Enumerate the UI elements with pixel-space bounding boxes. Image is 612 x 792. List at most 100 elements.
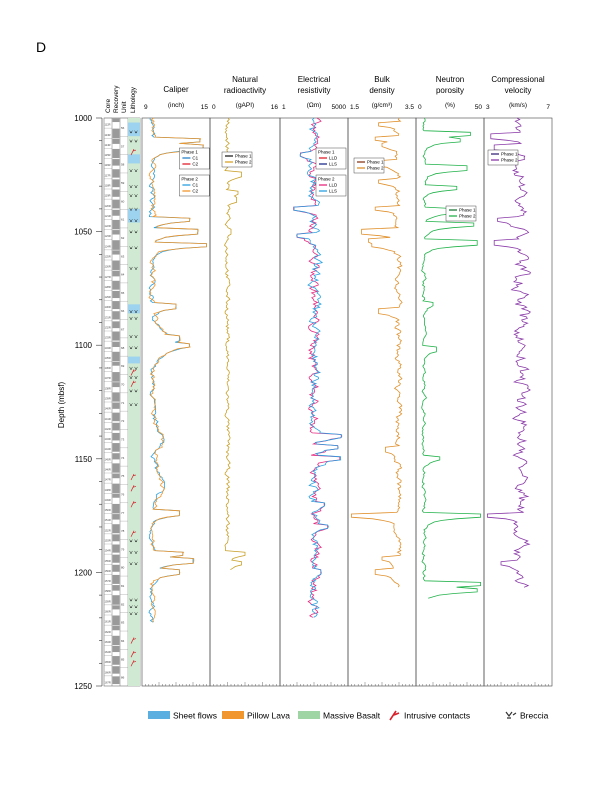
legend-item-label: LLD [329, 183, 338, 188]
track-title-line2: density [369, 86, 394, 95]
recovery-bar [112, 209, 120, 216]
core-label: 145R [105, 457, 111, 461]
core-label: 138R [105, 386, 111, 390]
breccia-symbol [134, 219, 138, 222]
track-title-line1: Neutron [436, 75, 464, 84]
core-label: 130R [105, 305, 111, 309]
core-label: 115R [105, 153, 111, 157]
legend-label: Breccia [520, 711, 549, 721]
legend-group-title: Phase 2 [181, 177, 198, 182]
lithology-column [128, 118, 140, 686]
unit-label: 74 [121, 456, 125, 460]
core-label: 123R [105, 234, 111, 238]
intrusive-contact-symbol [130, 637, 137, 644]
track-unit: (%) [445, 102, 455, 109]
unit-label: 69 [121, 364, 125, 368]
recovery-bar [112, 270, 120, 277]
unit-label: 72 [121, 419, 125, 423]
unit-label: 77 [121, 511, 125, 515]
recovery-bar [112, 493, 120, 498]
recovery-bar [112, 179, 120, 188]
core-label: 152R [105, 528, 111, 532]
recovery-bar [112, 138, 120, 144]
lithology-legend: Sheet flows Pillow Lava Massive Basalt Intr… [148, 711, 549, 721]
core-label: 126R [105, 265, 111, 269]
legend-item-label: Phase 1 [367, 160, 384, 165]
unit-label: 73 [121, 437, 125, 441]
recovery-bar [112, 361, 120, 366]
core-label: 151R [105, 518, 111, 522]
breccia-symbol [129, 403, 133, 406]
breccia-symbol [129, 130, 133, 134]
intrusive-contact-symbol [130, 369, 137, 376]
unit-label: 78 [121, 529, 125, 533]
core-label: 112R [105, 123, 111, 127]
legend-label: Sheet flows [173, 711, 217, 721]
legend-item-label: Phase 1 [501, 152, 518, 157]
unit-label: 85 [121, 657, 125, 661]
track-unit: (km/s) [509, 102, 527, 109]
breccia-symbol [129, 194, 133, 197]
intrusive-contact-icon [389, 710, 400, 721]
track-xtick-label: 16 [271, 104, 279, 111]
breccia-symbol [129, 266, 133, 270]
recovery-bar [112, 635, 120, 646]
breccia-symbol [134, 389, 138, 393]
core-label: 117R [105, 173, 111, 177]
core-label: 161R [105, 620, 111, 624]
unit-label: 67 [121, 328, 125, 332]
core-label: 131R [105, 315, 111, 319]
legend-label: Pillow Lava [247, 711, 290, 721]
breccia-symbol [134, 316, 138, 320]
depth-tick-label: 1250 [74, 682, 92, 691]
breccia-symbol [129, 169, 133, 172]
intrusive-contact-symbol [130, 485, 137, 492]
recovery-bar [112, 402, 120, 409]
core-label: 141R [105, 417, 111, 421]
core-label: 146R [105, 467, 111, 471]
unit-label: 59 [121, 181, 125, 185]
core-label: 165R [105, 660, 111, 664]
recovery-bar [112, 260, 120, 270]
unit-label: 79 [121, 547, 125, 551]
log-curve [148, 118, 207, 623]
core-label: 133R [105, 336, 111, 340]
core-label: 153R [105, 538, 111, 542]
core-label: 136R [105, 366, 111, 370]
intrusive-contact-symbol [130, 380, 137, 387]
track-xtick-label: 3.5 [405, 104, 414, 111]
depth-axis: 1000 1050 1100 1150 1200 1250 [74, 114, 103, 691]
recovery-bar [112, 189, 120, 197]
log-curve [487, 117, 531, 588]
core-label: 160R [105, 609, 111, 613]
intrusive-contact-symbol [130, 473, 137, 481]
breccia-symbol [134, 194, 138, 197]
recovery-bar [112, 331, 120, 341]
track-title-line1: Compressional [491, 75, 545, 84]
core-label: 148R [105, 488, 111, 492]
recovery-bar [112, 169, 120, 178]
core-label: 166R [105, 670, 111, 674]
recovery-bar [112, 615, 120, 626]
core-label: 143R [105, 437, 111, 441]
recovery-bar [112, 574, 120, 584]
legend-item-label: LLD [329, 156, 338, 161]
depth-tick-label: 1150 [75, 455, 93, 464]
unit-label: 84 [121, 639, 125, 643]
track-frame [347, 117, 417, 687]
unit-label: 86 [121, 676, 125, 680]
recovery-bar [112, 230, 120, 235]
recovery-bar [112, 240, 120, 250]
recovery-bar [112, 280, 120, 290]
log-curve [224, 117, 246, 571]
track-unit: (g/cm³) [372, 102, 393, 109]
track-frame [209, 117, 281, 687]
core-label: 159R [105, 599, 111, 603]
recovery-bar [112, 432, 120, 441]
recovery-bar [112, 118, 120, 123]
unit-label: 68 [121, 346, 125, 350]
track-xtick-label: 50 [475, 104, 483, 111]
